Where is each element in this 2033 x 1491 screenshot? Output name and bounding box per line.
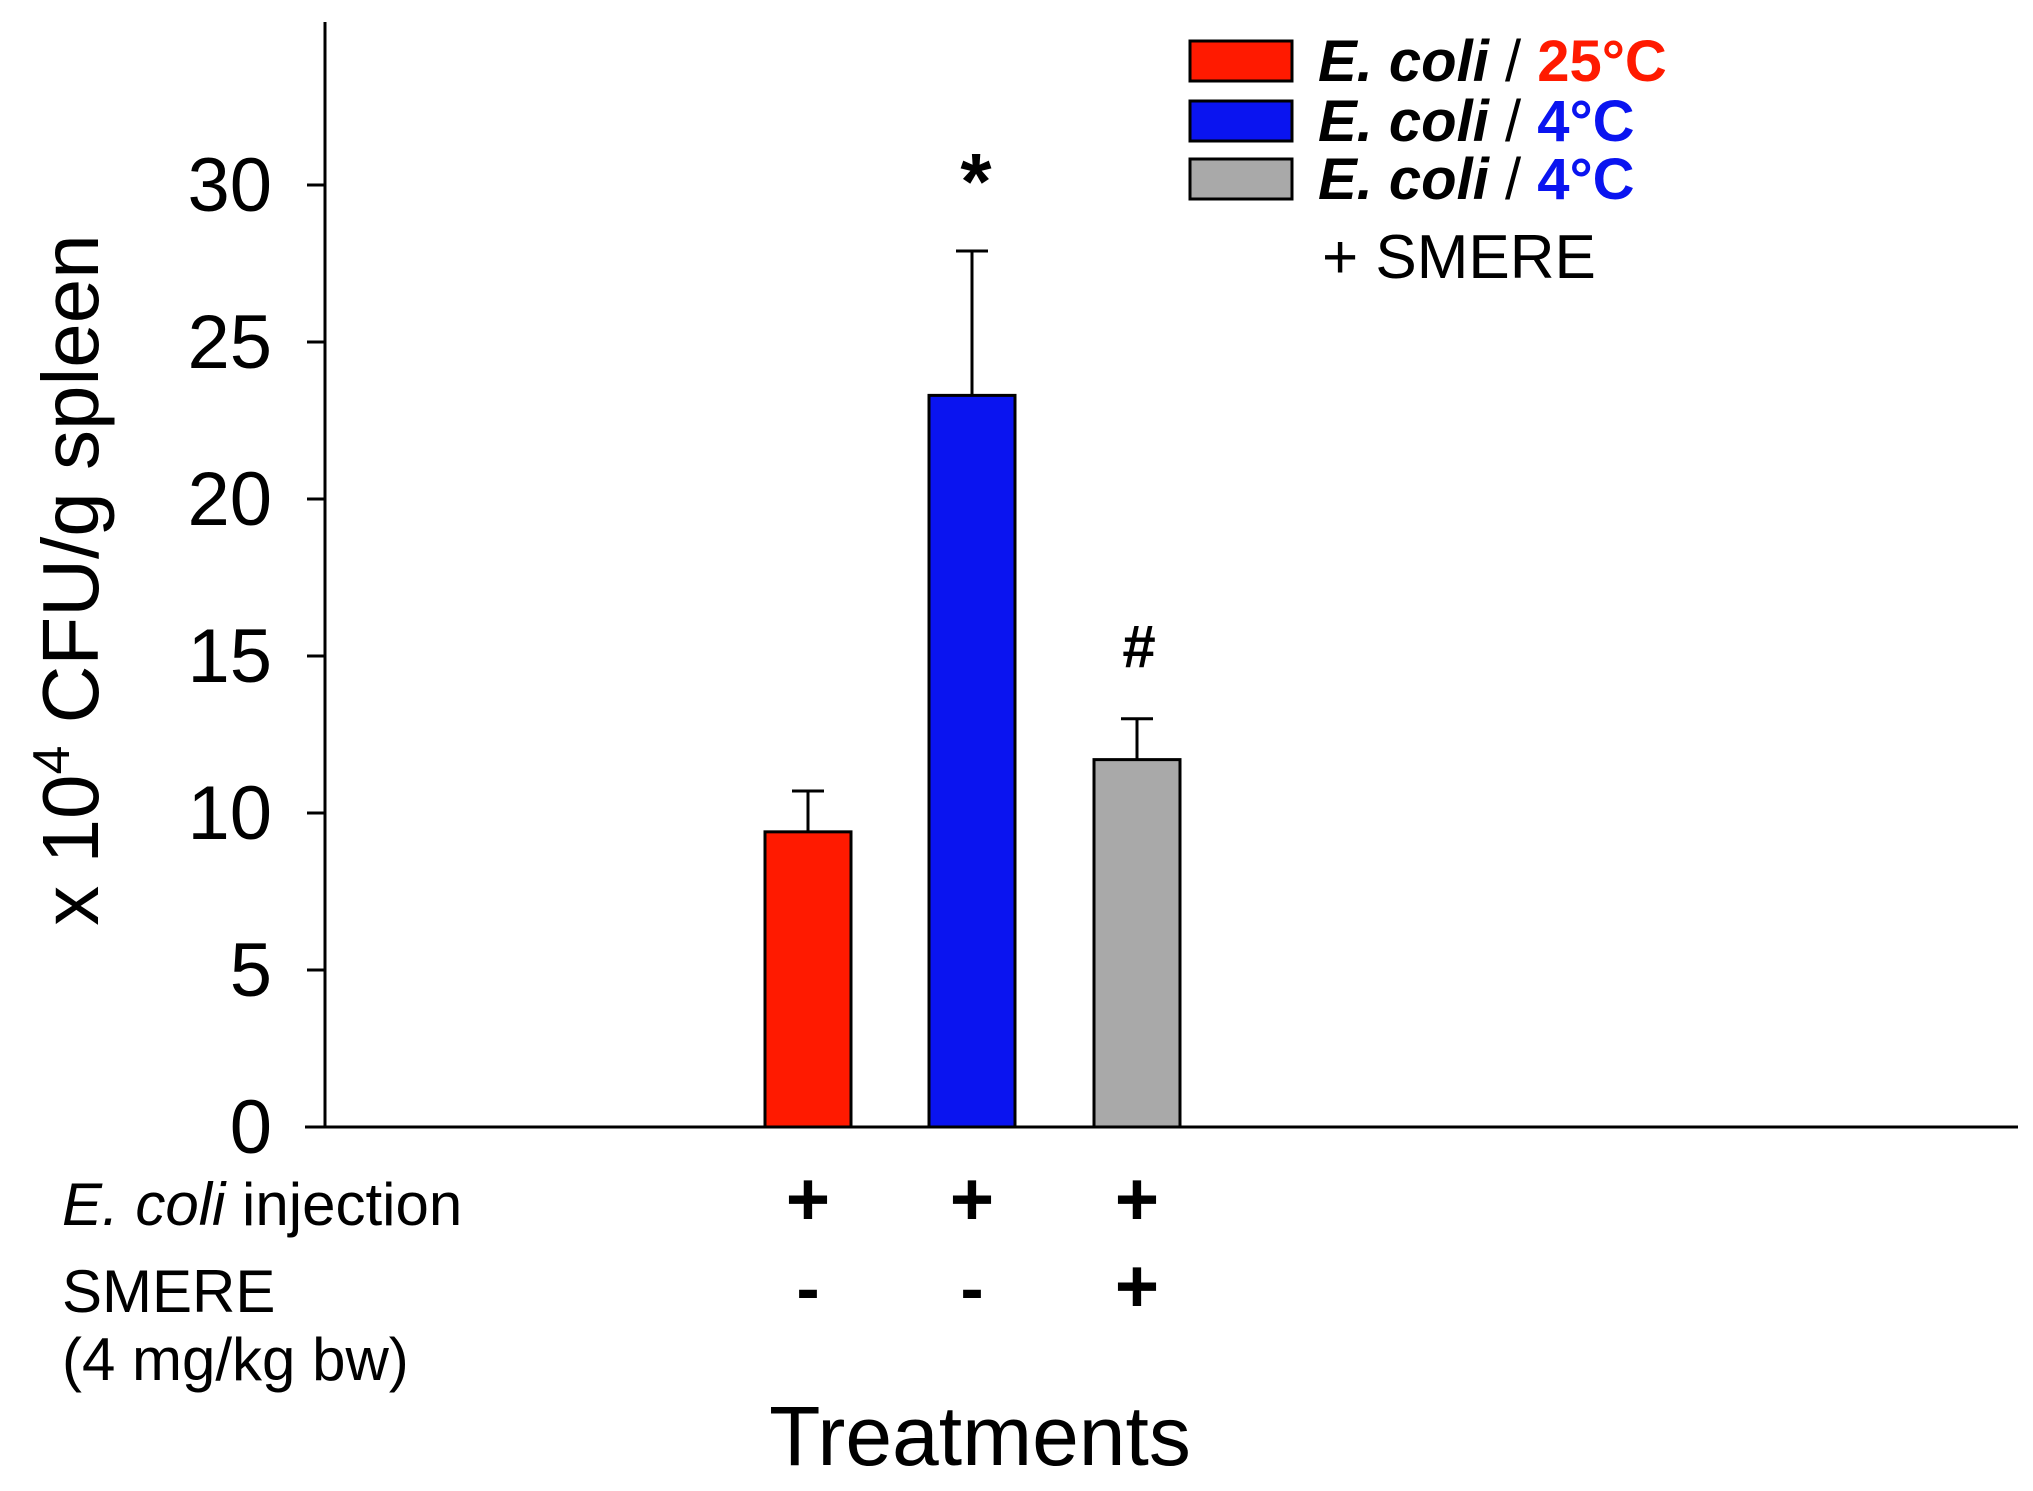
y-tick-label: 0 [230, 1085, 272, 1170]
treatment-row-label: SMERE [62, 1258, 275, 1325]
legend-entry: E. coli / 25°C [1188, 29, 1667, 94]
legend: E. coli / 25°CE. coli / 4°CE. coli / 4°C… [1188, 29, 1667, 292]
treatment-mark: + [786, 1157, 830, 1242]
y-tick-label: 25 [187, 300, 272, 385]
legend-entry: E. coli / 4°C [1188, 147, 1635, 212]
significance-mark: * [960, 137, 992, 226]
bar [1092, 758, 1182, 1129]
legend-label: E. coli / 25°C [1318, 29, 1667, 94]
error-bar [1121, 717, 1153, 760]
legend-entry: E. coli / 4°C [1188, 89, 1635, 154]
bars: *# [763, 137, 1182, 1129]
significance-mark: # [1122, 613, 1155, 680]
bar [763, 830, 853, 1129]
x-axis-label: Treatments [769, 1389, 1191, 1483]
treatment-mark: + [1115, 1157, 1159, 1242]
y-tick-label: 20 [187, 457, 272, 542]
bar [927, 393, 1017, 1129]
y-tick-label: 15 [187, 614, 272, 699]
legend-label: E. coli / 4°C [1318, 147, 1635, 212]
treatment-mark: + [950, 1157, 994, 1242]
treatment-mark: - [796, 1249, 819, 1327]
error-bar [956, 249, 988, 396]
treatment-mark: + [1115, 1244, 1159, 1329]
error-bar [792, 789, 824, 832]
y-tick-label: 10 [187, 771, 272, 856]
treatment-table: E. coli injection + + +SMERE(4 mg/kg bw)- - + [62, 1157, 1159, 1393]
legend-swatch [1188, 99, 1294, 143]
legend-swatch [1188, 39, 1294, 83]
y-ticks: 0 5 10 15 20 25 30 [187, 143, 325, 1170]
y-tick-label: 30 [187, 143, 272, 228]
legend-extra-line: + SMERE [1322, 223, 1596, 292]
treatment-row-label: E. coli injection [62, 1171, 462, 1238]
legend-swatch [1188, 157, 1294, 201]
treatment-row-label-line2: (4 mg/kg bw) [62, 1326, 409, 1393]
y-tick-label: 5 [230, 928, 272, 1013]
treatment-mark: - [960, 1249, 983, 1327]
legend-label: E. coli / 4°C [1318, 89, 1635, 154]
y-axis-label: x 104 CFU/g spleen [23, 234, 115, 925]
